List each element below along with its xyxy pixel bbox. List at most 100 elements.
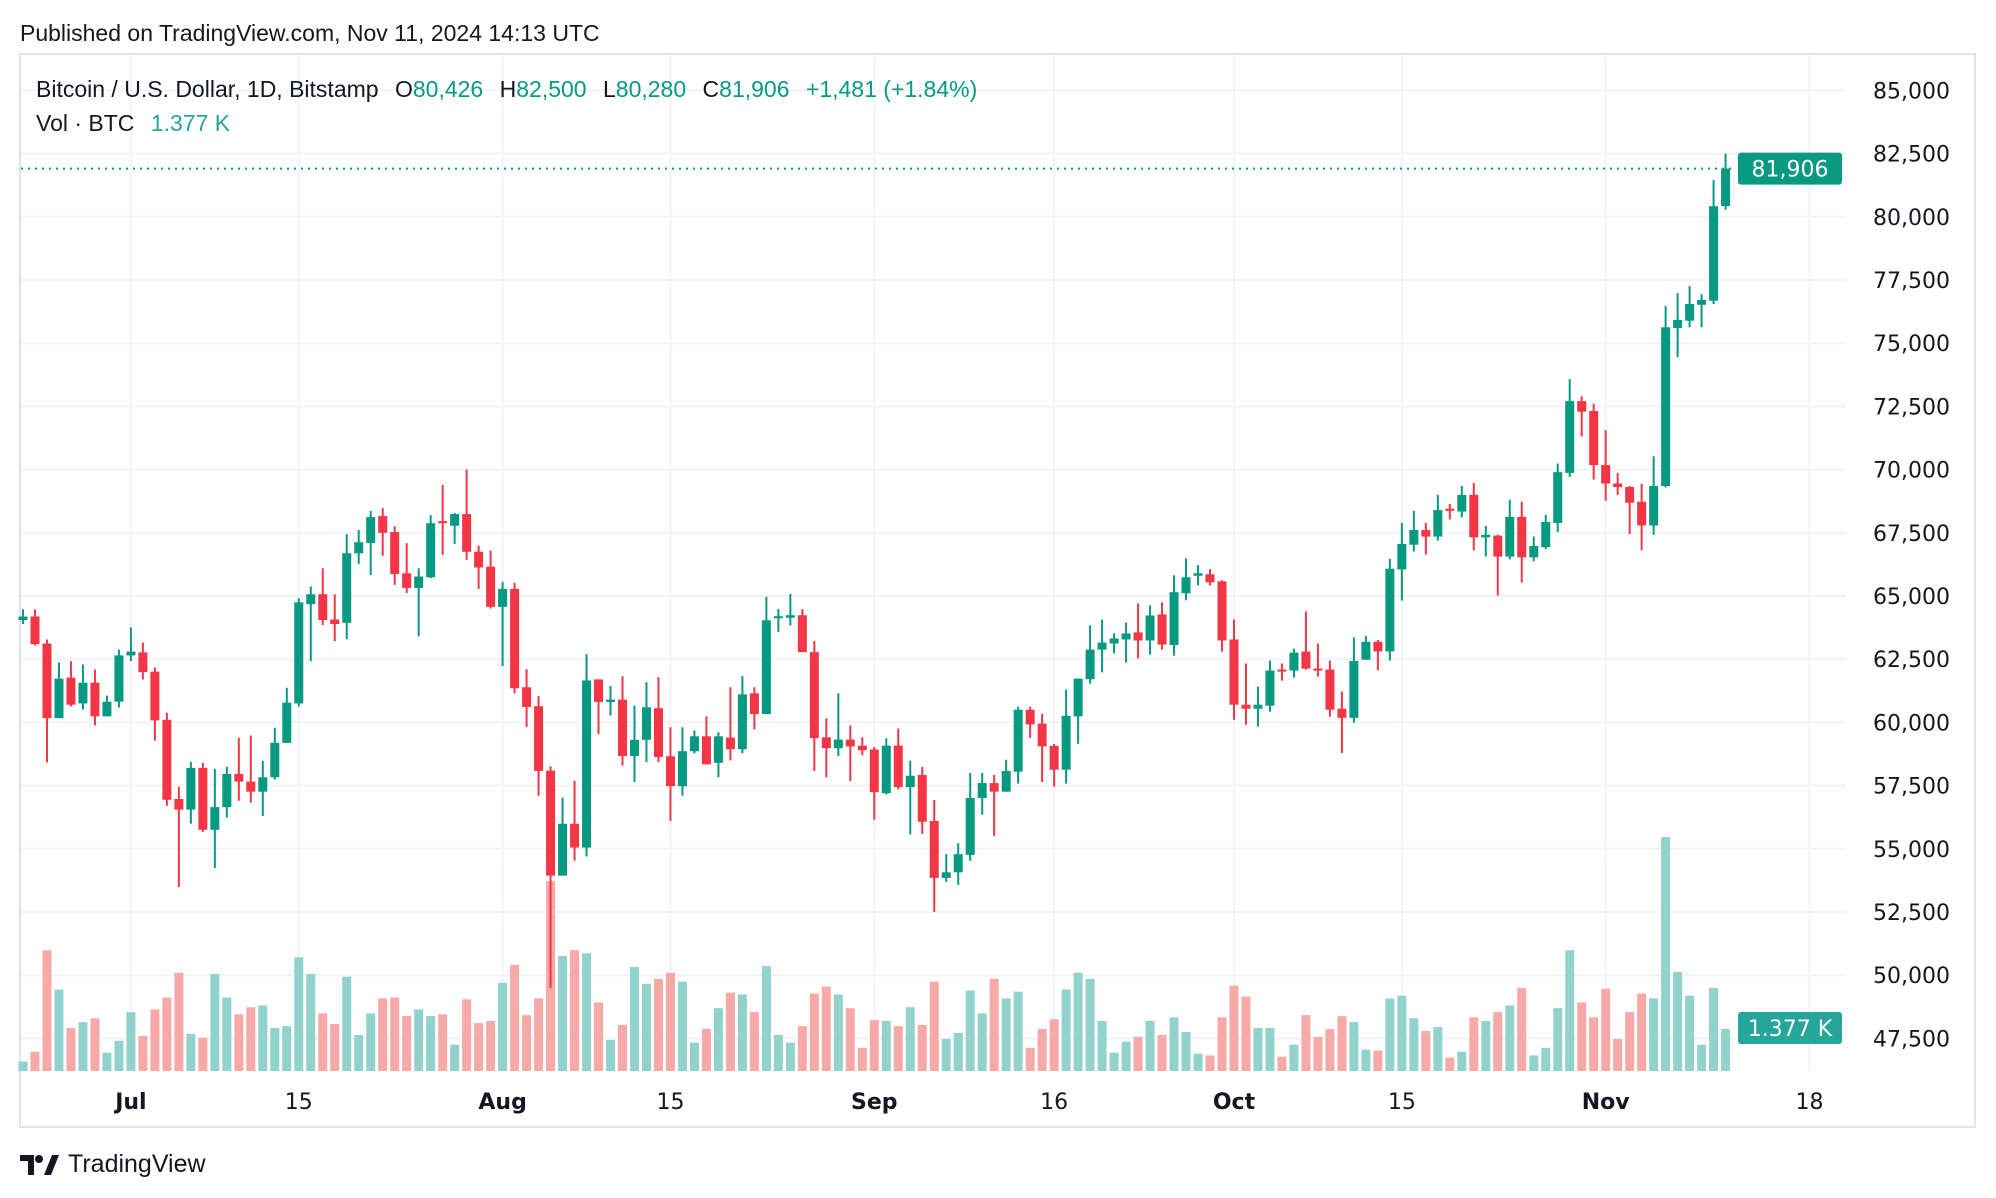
- candle-body: [1709, 206, 1719, 301]
- high-label: H: [499, 76, 517, 102]
- candle-body: [1349, 660, 1359, 718]
- volume-bar: [486, 1020, 496, 1071]
- close-label: C: [702, 76, 720, 102]
- volume-bar: [773, 1035, 783, 1071]
- candle-body: [1229, 639, 1239, 705]
- candle-body: [546, 770, 556, 876]
- volume-bar: [1097, 1020, 1107, 1071]
- candle-body: [42, 643, 52, 719]
- volume-bar: [1601, 988, 1611, 1071]
- volume-bar: [18, 1061, 28, 1071]
- candle-body: [1481, 534, 1491, 538]
- candle-body: [66, 677, 76, 705]
- candle-body: [1697, 299, 1707, 305]
- candle-body: [1577, 401, 1587, 412]
- tradingview-logo[interactable]: TradingView: [20, 1150, 206, 1179]
- candle-body: [138, 652, 148, 673]
- volume-bar: [1049, 1019, 1059, 1071]
- volume-bar: [474, 1023, 484, 1071]
- volume-bar: [965, 990, 975, 1071]
- volume-bar: [1349, 1022, 1359, 1071]
- volume-bar: [785, 1042, 795, 1071]
- candle-body: [953, 854, 963, 873]
- volume-bar: [186, 1033, 196, 1071]
- volume-bar: [1229, 985, 1239, 1071]
- volume-bar: [1373, 1050, 1383, 1071]
- volume-bar: [618, 1024, 627, 1071]
- candle-body: [641, 707, 651, 740]
- volume-bar: [1181, 1031, 1191, 1071]
- candle-body: [1673, 319, 1683, 329]
- candle-body: [102, 701, 112, 717]
- candle-body: [1109, 638, 1119, 644]
- candle-body: [785, 615, 795, 618]
- candle-body: [222, 773, 232, 808]
- volume-bar: [881, 1020, 891, 1071]
- volume-bar: [1265, 1027, 1275, 1071]
- symbol-title[interactable]: Bitcoin / U.S. Dollar, 1D, Bitstamp: [36, 76, 379, 102]
- axis-badges: 1.377 K 81,906: [21, 152, 1842, 1044]
- volume-bar: [905, 1007, 915, 1071]
- candle-body: [1613, 483, 1623, 488]
- price-tick-label: 72,500: [1873, 395, 1950, 420]
- volume-bar: [797, 1026, 807, 1071]
- volume-bar: [1385, 998, 1395, 1071]
- volume-bar: [1061, 989, 1071, 1071]
- volume-bar: [1253, 1027, 1263, 1071]
- last-price-badge-text: 81,906: [1752, 158, 1829, 183]
- candle-body: [737, 694, 747, 750]
- candle-body: [833, 739, 843, 749]
- candle-body: [893, 745, 903, 788]
- volume-bar: [1169, 1017, 1179, 1071]
- change-value: +1,481 (+1.84%): [805, 76, 978, 102]
- candle-body: [1457, 494, 1467, 512]
- candle-body: [486, 566, 496, 607]
- candle-body: [162, 719, 172, 800]
- candle-body: [1445, 508, 1455, 511]
- candle-body: [282, 702, 292, 743]
- candle-body: [30, 616, 40, 645]
- volume-bar: [1721, 1029, 1731, 1071]
- volume-label[interactable]: Vol · BTC: [36, 110, 135, 136]
- candle-body: [90, 682, 100, 717]
- volume-bar: [1133, 1036, 1143, 1071]
- candle-body: [258, 777, 268, 792]
- volume-bar: [1193, 1053, 1203, 1071]
- candle-body: [462, 514, 472, 552]
- candle-body: [1217, 581, 1227, 641]
- volume-bar: [30, 1051, 40, 1071]
- volume-bar: [1109, 1052, 1119, 1071]
- volume-bar: [1421, 1031, 1431, 1071]
- candle-body: [366, 517, 376, 543]
- chart-frame: [19, 53, 1976, 1128]
- volume-bar: [1697, 1044, 1707, 1071]
- candle-body: [1433, 510, 1443, 537]
- volume-bar: [1613, 1038, 1623, 1071]
- candle-body: [1193, 573, 1203, 576]
- volume-bar: [114, 1040, 124, 1071]
- volume-bar: [606, 1039, 616, 1071]
- grid: [21, 55, 1846, 1071]
- candle-body: [1313, 668, 1323, 671]
- volume-bar: [953, 1032, 963, 1071]
- candle-body: [150, 671, 160, 721]
- time-tick-label: 15: [656, 1090, 684, 1115]
- volume-bar: [1469, 1017, 1479, 1071]
- candle-body: [1289, 652, 1299, 671]
- volume-bar: [414, 1009, 424, 1071]
- candle-body: [857, 745, 867, 751]
- candle-body: [713, 736, 723, 763]
- tradingview-logo-icon: [20, 1154, 59, 1175]
- candle-body: [1157, 614, 1167, 645]
- candle-body: [1121, 633, 1131, 640]
- candle-body: [1037, 723, 1047, 747]
- candle-body: [78, 682, 88, 704]
- volume-bar: [737, 994, 747, 1071]
- candle-body: [1625, 487, 1635, 503]
- volume-bar: [1505, 1005, 1515, 1071]
- candle-body: [378, 516, 388, 533]
- volume-bar: [306, 974, 316, 1071]
- candle-body: [845, 739, 855, 747]
- candle-body: [1325, 669, 1335, 710]
